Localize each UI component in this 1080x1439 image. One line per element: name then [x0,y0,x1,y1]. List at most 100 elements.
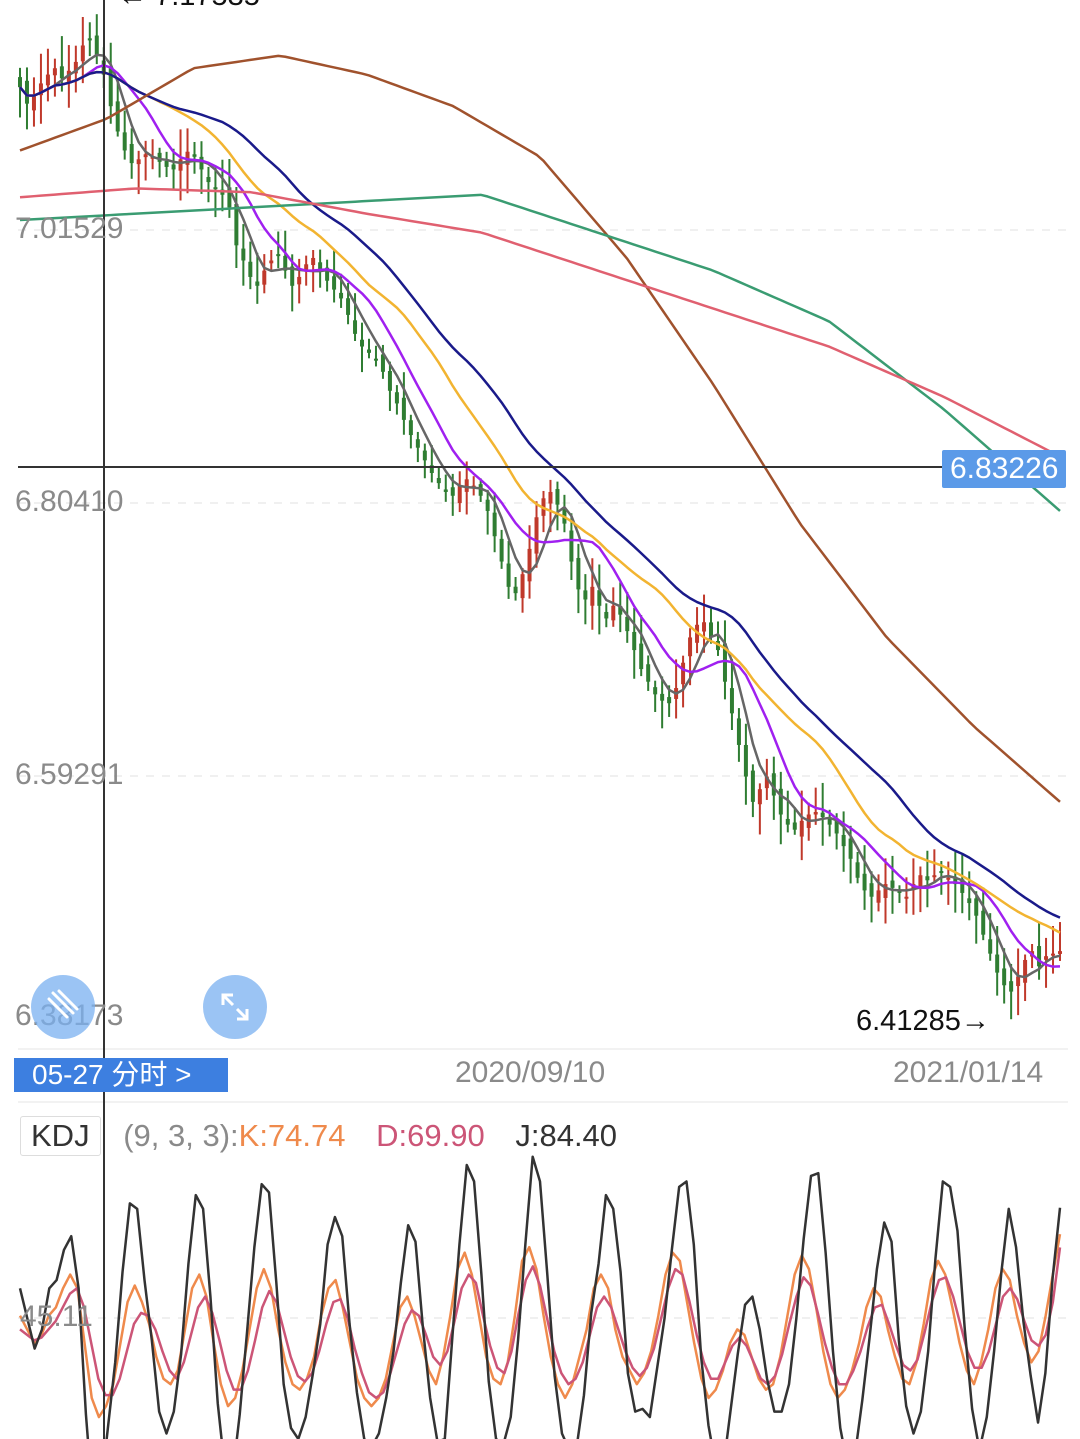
candle-body [722,643,727,682]
candle-body [171,164,176,170]
candle-body [290,266,295,286]
ma5-line [19,53,1061,979]
expand-arrows-icon [221,993,249,1021]
candle-body [213,187,218,190]
candle-body [115,101,120,132]
candle-body [876,890,881,903]
candle-body [45,74,50,86]
candle-body [883,884,888,898]
candle-body [534,517,539,554]
candle-body [206,177,211,183]
pan-lines-icon [47,989,79,1019]
candle-body [52,68,57,76]
candle-body [625,616,630,632]
kdj-lines [18,1155,1062,1439]
candle-body [353,320,358,334]
candle-body [702,622,707,632]
pan-button[interactable] [31,975,95,1039]
kdj-j-value: J:84.40 [515,1118,618,1153]
candle-body [1023,959,1028,983]
candle-body [339,292,344,299]
candle-body [122,132,127,151]
candle-body [297,276,302,285]
candle-body [325,267,330,281]
candle-body [59,66,64,79]
max-price-marker: ← 7.17535 [118,0,260,11]
candle-body [87,38,92,41]
candle-body [478,484,483,496]
min-price-marker: 6.41285→ [856,1005,990,1037]
candle-body [1002,968,1007,986]
candle-body [667,697,672,704]
candle-body [618,606,623,615]
candle-body [408,420,413,436]
kdj-d-line [19,1247,1062,1400]
candle-body [485,499,490,511]
candle-body [820,812,825,818]
candle-body [918,875,923,888]
candle-body [199,156,204,170]
candle-body [834,818,839,834]
candle-body [953,876,958,885]
candle-body [18,77,22,88]
candle-body [269,260,274,264]
minute-chart-link[interactable]: 05-27 分时 > [14,1058,228,1092]
candle-body [366,349,371,353]
ma120-line [19,193,1061,512]
candle-body [513,586,518,594]
candle-body [129,143,134,164]
candle-body [932,875,937,878]
candle-body [241,248,246,261]
candle-body [841,834,846,847]
candle-body [436,478,441,484]
candle-body [262,270,267,285]
candle-body [422,450,427,461]
crosshair-price-tag: 6.83226 [942,450,1067,488]
candle-body [632,631,637,651]
candle-body [555,489,560,505]
indicator-selector-button[interactable]: KDJ [20,1116,101,1156]
candle-body [457,485,462,504]
candle-body [373,358,378,361]
candle-body [73,61,78,74]
x-label-date-2: 2021/01/14 [893,1056,1044,1089]
candle-body [94,35,99,56]
candle-body [227,187,232,208]
candle-body [394,392,399,404]
candle-body [387,370,392,391]
kdj-k-value: K:74.74 [238,1118,346,1153]
candle-body [66,70,71,84]
candle-body [743,744,748,777]
candle-body [527,548,532,582]
candle-body [653,687,658,695]
candle-body [604,611,609,619]
candle-body [506,563,511,587]
candle-body [548,491,553,504]
candle-body [1044,956,1049,960]
candle-body [897,890,902,893]
candle-body [401,397,406,420]
candle-body [576,557,581,590]
candle-body [736,718,741,745]
main-gridlines [18,229,1068,1319]
candle-body [855,862,860,878]
y-label-3: 6.59291 [15,758,124,791]
ma250-line [19,187,1061,458]
candle-body [311,257,316,266]
x-label-date-1: 2020/09/10 [455,1056,606,1089]
candle-body [255,281,260,286]
candle-body [925,876,930,881]
candle-body [890,880,895,888]
candle-body [164,160,169,167]
candle-body [583,590,588,600]
moving-average-lines [19,53,1061,979]
expand-button[interactable] [203,975,267,1039]
candle-body [178,159,183,171]
candle-body [318,262,323,271]
kdj-k-line [18,1233,1062,1419]
candle-body [24,80,29,104]
candle-body [869,883,874,897]
y-label-2: 6.80410 [15,485,124,518]
candle-body [681,662,686,685]
